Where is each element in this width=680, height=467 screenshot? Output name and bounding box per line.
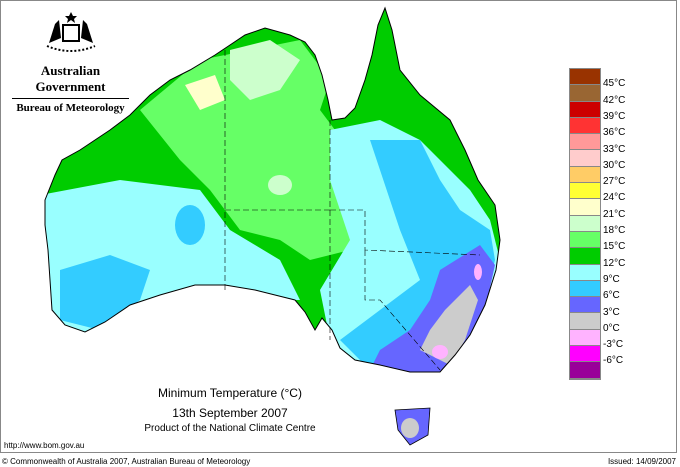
legend-label: 39°C — [603, 110, 626, 122]
legend-label: 12°C — [603, 257, 626, 269]
legend-label: 24°C — [603, 192, 626, 204]
legend-swatch — [570, 362, 600, 379]
legend-label: 9°C — [603, 273, 620, 285]
legend-label: 45°C — [603, 78, 626, 90]
tasmania-highlands — [401, 418, 419, 438]
australian-government-logo: Australian Government Bureau of Meteorol… — [8, 10, 133, 114]
divider — [12, 98, 129, 99]
map-date: 13th September 2007 — [172, 406, 288, 420]
state-borders — [224, 50, 481, 371]
australia-coastline — [44, 6, 501, 373]
legend-swatch — [570, 199, 600, 216]
color-legend — [569, 68, 601, 380]
legend-swatch — [570, 166, 600, 184]
copyright: © Commonwealth of Australia 2007, Austra… — [2, 457, 251, 466]
legend-swatch — [570, 313, 600, 330]
legend-swatch — [570, 346, 600, 363]
legend-swatch — [570, 329, 600, 347]
legend-label: 3°C — [603, 306, 620, 318]
map-title: Minimum Temperature (°C) — [158, 386, 302, 400]
legend-swatch — [570, 150, 600, 167]
legend-swatch — [570, 280, 600, 298]
legend-label: 36°C — [603, 127, 626, 139]
legend-label: 33°C — [603, 143, 626, 155]
legend-label: 18°C — [603, 225, 626, 236]
coat-of-arms-icon — [46, 12, 95, 52]
legend-label: 21°C — [603, 208, 626, 220]
legend-label: -3°C — [603, 339, 624, 351]
legend-swatch — [570, 231, 600, 249]
legend-swatch — [570, 264, 600, 281]
product-credit: Product of the National Climate Centre — [144, 423, 316, 434]
legend-swatch — [570, 134, 600, 151]
legend-swatch — [570, 85, 600, 102]
legend-swatch — [570, 215, 600, 232]
legend-swatch — [570, 183, 600, 200]
legend-swatch — [570, 117, 600, 135]
legend-label: 0°C — [603, 322, 620, 334]
website-link[interactable]: http://www.bom.gov.au — [4, 441, 85, 450]
legend-label: 30°C — [603, 159, 626, 171]
legend-label: 42°C — [603, 94, 626, 106]
legend-label: -6°C — [603, 355, 624, 367]
legend-swatch — [570, 101, 600, 118]
government-name: Australian Government — [35, 63, 106, 94]
bureau-name: Bureau of Meteorology — [16, 102, 125, 114]
frame — [0, 0, 677, 453]
legend-label: 27°C — [603, 176, 626, 188]
legend-label: 15°C — [603, 241, 626, 253]
legend-swatch — [570, 297, 600, 314]
legend-swatch — [570, 69, 600, 86]
legend-label: 6°C — [603, 290, 620, 302]
legend-swatch — [570, 248, 600, 265]
issued-date: Issued: 14/09/2007 — [607, 457, 676, 466]
